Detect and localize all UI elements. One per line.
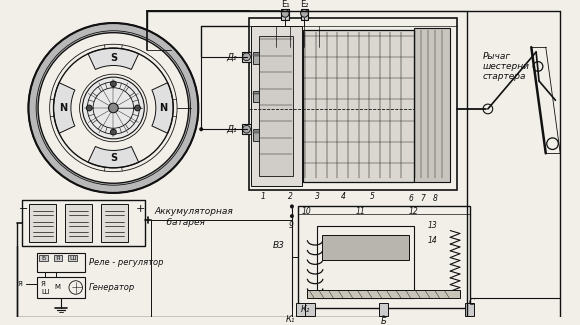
Bar xyxy=(253,131,267,133)
Text: К₂: К₂ xyxy=(301,305,310,314)
Wedge shape xyxy=(88,147,139,168)
Bar xyxy=(306,303,315,317)
Text: Реле - регулятор: Реле - регулятор xyxy=(89,258,164,267)
Text: 5: 5 xyxy=(369,192,375,201)
Bar xyxy=(322,235,409,259)
Circle shape xyxy=(200,127,203,131)
Text: К₁: К₁ xyxy=(285,315,295,324)
Bar xyxy=(253,91,267,102)
Bar xyxy=(307,291,460,298)
Text: Я: Я xyxy=(56,255,60,261)
Text: 1: 1 xyxy=(260,192,266,201)
Text: 12: 12 xyxy=(409,207,418,216)
Text: S: S xyxy=(110,153,117,163)
Bar xyxy=(37,277,85,298)
Wedge shape xyxy=(88,48,139,70)
Text: Рычаг
шестерни
стартера: Рычаг шестерни стартера xyxy=(483,52,530,81)
Circle shape xyxy=(382,316,386,319)
Text: Генератор: Генератор xyxy=(89,283,136,292)
Text: 9: 9 xyxy=(288,221,293,230)
Bar xyxy=(300,8,309,20)
Text: Ш: Ш xyxy=(69,255,75,261)
Bar xyxy=(414,28,450,182)
Circle shape xyxy=(108,103,118,113)
Bar xyxy=(253,52,267,64)
Bar xyxy=(298,206,470,308)
Bar xyxy=(53,255,62,261)
Text: 11: 11 xyxy=(356,207,365,216)
Text: М: М xyxy=(55,284,60,291)
Circle shape xyxy=(242,53,251,61)
Text: E₁: E₁ xyxy=(281,0,289,9)
Circle shape xyxy=(281,9,289,17)
Circle shape xyxy=(300,9,309,17)
Bar xyxy=(253,93,267,95)
Bar xyxy=(21,200,145,246)
Text: 10: 10 xyxy=(302,207,311,216)
Bar xyxy=(281,8,289,20)
Wedge shape xyxy=(28,23,198,193)
Text: Я: Я xyxy=(41,281,46,287)
Circle shape xyxy=(110,81,116,87)
Bar xyxy=(303,30,414,182)
Bar xyxy=(101,203,128,242)
Bar xyxy=(39,255,48,261)
Circle shape xyxy=(290,214,294,218)
Text: 4: 4 xyxy=(340,192,346,201)
Text: 14: 14 xyxy=(428,236,438,245)
Bar xyxy=(251,26,302,186)
Bar xyxy=(242,52,251,62)
Text: Б: Б xyxy=(41,255,45,261)
Circle shape xyxy=(290,204,294,208)
Text: Ш: Ш xyxy=(41,289,48,295)
Circle shape xyxy=(82,77,144,139)
Bar xyxy=(253,54,267,56)
Text: S: S xyxy=(110,53,117,63)
Text: 6: 6 xyxy=(408,194,413,203)
Bar xyxy=(37,253,85,272)
Circle shape xyxy=(86,105,92,111)
Bar xyxy=(242,124,251,134)
Text: 8: 8 xyxy=(432,194,437,203)
Text: Аккумуляторная
    батарея: Аккумуляторная батарея xyxy=(155,207,234,227)
Circle shape xyxy=(135,105,140,111)
Text: 7: 7 xyxy=(420,194,426,203)
Text: Б: Б xyxy=(380,317,386,325)
Bar xyxy=(65,203,92,242)
Wedge shape xyxy=(53,83,75,133)
Bar xyxy=(249,18,457,190)
Bar xyxy=(296,303,306,317)
Text: 2: 2 xyxy=(288,192,292,201)
Bar xyxy=(379,303,389,317)
Text: Д₂: Д₂ xyxy=(227,52,237,61)
Text: E₂: E₂ xyxy=(300,0,309,9)
Wedge shape xyxy=(152,83,173,133)
Text: 13: 13 xyxy=(428,221,438,230)
Text: В3: В3 xyxy=(273,240,284,250)
Text: 3: 3 xyxy=(314,192,320,201)
Bar xyxy=(68,255,77,261)
Text: С: С xyxy=(469,298,474,307)
Bar xyxy=(259,35,293,176)
Text: Д₁: Д₁ xyxy=(227,125,237,134)
Text: Я: Я xyxy=(17,281,22,287)
Text: N: N xyxy=(59,103,67,113)
Text: N: N xyxy=(160,103,168,113)
Bar xyxy=(253,129,267,141)
Bar xyxy=(30,203,56,242)
Circle shape xyxy=(242,125,251,133)
Circle shape xyxy=(110,129,116,135)
Text: −: − xyxy=(19,204,28,214)
Bar xyxy=(317,226,414,298)
Text: +: + xyxy=(136,204,145,214)
Bar xyxy=(465,303,474,317)
